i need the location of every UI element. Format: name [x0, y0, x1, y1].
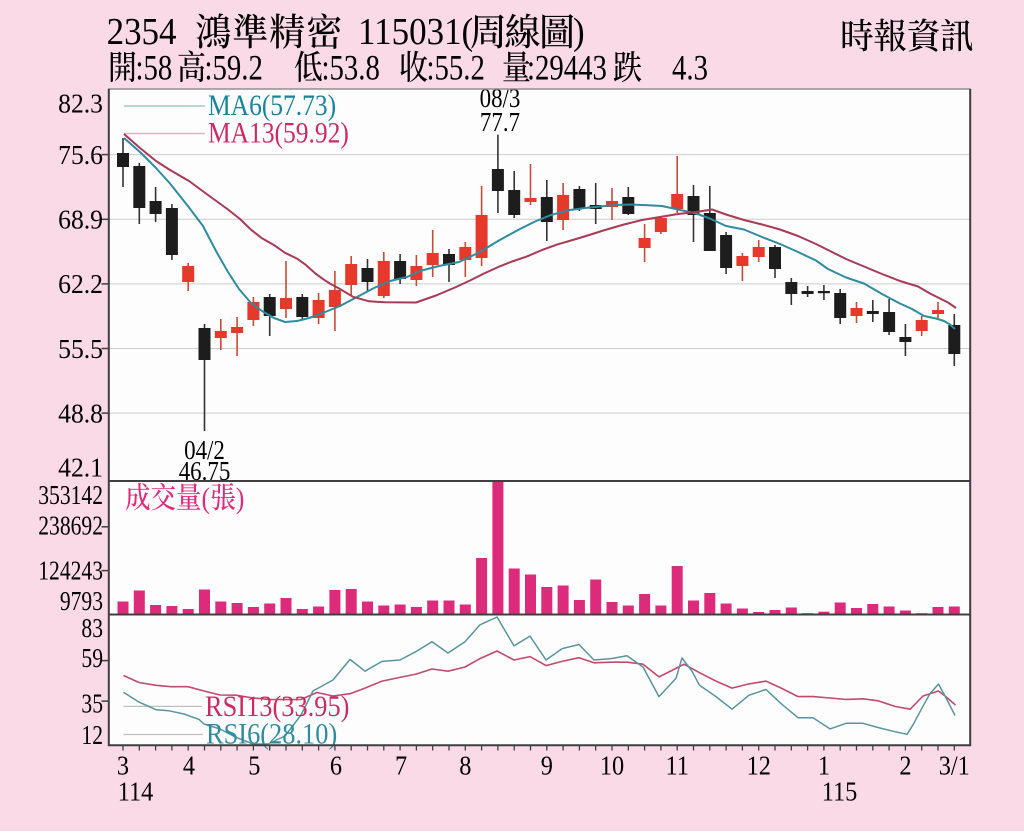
svg-text:10: 10 [600, 750, 624, 780]
svg-text::59.2: :59.2 [205, 48, 263, 88]
svg-text::58: :58 [136, 48, 173, 88]
svg-text:115: 115 [822, 776, 858, 806]
svg-text:4: 4 [183, 750, 195, 780]
svg-text:42.1: 42.1 [58, 453, 103, 483]
svg-text:2354: 2354 [107, 10, 177, 53]
svg-text:12: 12 [81, 721, 103, 751]
svg-text:55.5: 55.5 [58, 334, 103, 364]
svg-text:9793: 9793 [60, 587, 103, 617]
svg-text:3: 3 [117, 750, 129, 780]
svg-text:48.8: 48.8 [58, 399, 103, 429]
svg-text::29443: :29443 [527, 48, 607, 88]
svg-text:83: 83 [81, 614, 103, 644]
svg-text::53.8: :53.8 [322, 48, 380, 88]
svg-text:12: 12 [747, 750, 771, 780]
svg-text:(: ( [202, 482, 211, 515]
svg-text:6: 6 [330, 750, 342, 780]
svg-text:35: 35 [81, 689, 103, 719]
svg-text:68.9: 68.9 [58, 205, 103, 235]
svg-text:77.7: 77.7 [480, 108, 520, 137]
svg-text:1: 1 [818, 750, 830, 780]
svg-text:114: 114 [118, 776, 154, 806]
svg-text:238692: 238692 [38, 511, 103, 541]
svg-text:59: 59 [81, 644, 103, 674]
svg-text:75.6: 75.6 [58, 140, 103, 170]
svg-text:04/2: 04/2 [184, 436, 225, 465]
svg-text:4.3: 4.3 [672, 48, 708, 88]
svg-text:115031(: 115031( [358, 10, 473, 53]
svg-text:124243: 124243 [38, 556, 103, 586]
svg-text:7: 7 [395, 750, 407, 780]
svg-text:9: 9 [541, 750, 553, 780]
svg-text:MA6(57.73): MA6(57.73) [208, 89, 336, 122]
svg-text:RSI13(33.95): RSI13(33.95) [205, 691, 349, 724]
svg-text:MA13(59.92): MA13(59.92) [208, 117, 349, 150]
svg-text:11: 11 [665, 750, 688, 780]
svg-text::55.2: :55.2 [427, 48, 485, 88]
svg-text:5: 5 [248, 750, 260, 780]
svg-text:353142: 353142 [38, 481, 103, 511]
svg-text:2: 2 [899, 750, 911, 780]
svg-text:82.3: 82.3 [58, 89, 103, 119]
svg-text:62.2: 62.2 [58, 270, 103, 300]
svg-text:3/1: 3/1 [939, 750, 970, 780]
svg-text:): ) [573, 10, 585, 53]
svg-text:8: 8 [459, 750, 471, 780]
svg-text:): ) [236, 482, 245, 515]
